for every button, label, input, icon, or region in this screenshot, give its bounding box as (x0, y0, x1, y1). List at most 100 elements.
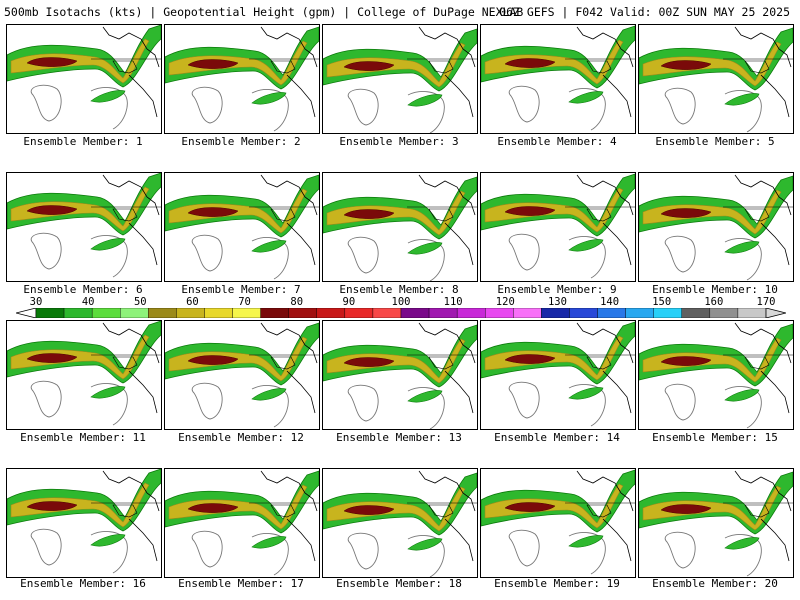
jet-stream-core (504, 354, 556, 364)
ensemble-member-label: Ensemble Member: 15 (652, 431, 778, 444)
east-coast-line (760, 74, 790, 118)
height-contour-low (664, 87, 696, 125)
great-lakes-outline (744, 60, 770, 74)
height-contour-low (664, 531, 696, 569)
east-coast-line (444, 518, 474, 562)
colorbar-segment (120, 308, 149, 318)
height-contour-low (30, 232, 62, 270)
jet-stream-core (660, 60, 712, 70)
ensemble-map (7, 173, 161, 278)
jet-stream-core (343, 61, 395, 71)
map-title-bar: 500mb Isotachs (kts) | Geopotential Heig… (4, 4, 796, 20)
great-lakes-outline (586, 356, 612, 370)
height-contour-east (251, 89, 289, 132)
height-contour-low (347, 532, 379, 570)
ensemble-map (639, 322, 793, 429)
jet-stream-core (26, 501, 78, 511)
jet-stream-core (343, 209, 395, 219)
great-lakes-outline (270, 60, 296, 74)
secondary-jet-streak (724, 537, 760, 550)
east-coast-line (602, 370, 632, 414)
colorbar-tick-label: 100 (391, 296, 411, 308)
ensemble-map (323, 26, 477, 133)
east-coast-line (602, 518, 632, 562)
colorbar-tick-label: 60 (186, 296, 199, 308)
colorbar-tick-label: 120 (495, 296, 515, 308)
colorbar-segment (541, 308, 570, 318)
coastline (576, 174, 634, 216)
jet-stream-middle-band (642, 485, 782, 531)
colorbar-segment (569, 308, 598, 318)
coastline (418, 174, 476, 216)
jet-stream-middle-band (10, 482, 150, 528)
colorbar-segment (428, 308, 458, 318)
great-lakes-outline (112, 504, 138, 518)
coastline (102, 174, 160, 216)
jet-stream-core (187, 207, 239, 217)
ensemble-map (165, 26, 319, 132)
colorbar-segment (232, 308, 261, 318)
height-contour-low (191, 234, 223, 272)
east-coast-line (286, 370, 316, 414)
ensemble-member-label: Ensemble Member: 20 (652, 577, 778, 590)
colorbar-segment (35, 308, 65, 318)
height-contour-east (724, 534, 762, 577)
ensemble-member-panel (480, 320, 636, 430)
great-lakes-outline (744, 208, 770, 222)
ensemble-member-label: Ensemble Member: 6 (23, 283, 143, 296)
ensemble-member-panel (6, 24, 162, 134)
height-contour-east (724, 386, 762, 429)
ensemble-member-panel (322, 172, 478, 282)
jet-stream-middle-band (10, 186, 150, 232)
height-contour-low (30, 528, 62, 566)
ensemble-member-panel (638, 172, 794, 282)
great-lakes-outline (270, 504, 296, 518)
height-contour-east (407, 387, 445, 429)
east-coast-line (760, 370, 790, 414)
height-contour-east (251, 385, 289, 428)
secondary-jet-streak (251, 92, 287, 105)
ensemble-map (481, 173, 635, 279)
coastline (102, 322, 160, 364)
colorbar-segment (372, 308, 402, 318)
ensemble-member-panel (164, 24, 320, 134)
ensemble-member-label: Ensemble Member: 1 (23, 135, 143, 148)
colorbar-segment (597, 308, 626, 318)
ensemble-member-panel (164, 468, 320, 578)
ensemble-member-panel (638, 468, 794, 578)
great-lakes-outline (428, 208, 454, 222)
height-contour-low (508, 529, 540, 567)
ensemble-member-label: Ensemble Member: 5 (655, 135, 775, 148)
ensemble-member-label: Ensemble Member: 14 (494, 431, 620, 444)
colorbar-tick-label: 40 (81, 296, 95, 308)
colorbar-tick-label: 160 (704, 296, 724, 308)
height-contour-low (347, 384, 379, 422)
height-contour-east (90, 383, 128, 426)
great-lakes-outline (744, 356, 770, 370)
east-coast-line (602, 74, 632, 118)
secondary-jet-streak (90, 534, 126, 547)
colorbar-segment (681, 308, 711, 318)
colorbar-tick-label: 170 (756, 296, 776, 308)
map-title: 500mb Isotachs (kts) | Geopotential Heig… (4, 5, 524, 19)
coastline (260, 322, 318, 364)
ensemble-map (165, 470, 319, 576)
height-contour-east (568, 532, 606, 575)
secondary-jet-streak (568, 387, 604, 400)
coastline (418, 26, 476, 68)
height-contour-low (347, 236, 379, 274)
jet-stream-middle-band (642, 189, 782, 235)
ensemble-member-label: Ensemble Member: 4 (497, 135, 617, 148)
secondary-jet-streak (407, 94, 443, 107)
secondary-jet-streak (251, 536, 287, 549)
colorbar-segment (148, 308, 177, 318)
jet-stream-core (343, 357, 395, 367)
ensemble-map (323, 470, 477, 577)
secondary-jet-streak (568, 239, 604, 252)
colorbar-segment (316, 308, 346, 318)
jet-stream-middle-band (10, 334, 150, 380)
jet-stream-core (504, 206, 556, 216)
east-coast-line (128, 370, 158, 414)
height-contour-east (251, 237, 289, 280)
ensemble-member-panel (480, 468, 636, 578)
